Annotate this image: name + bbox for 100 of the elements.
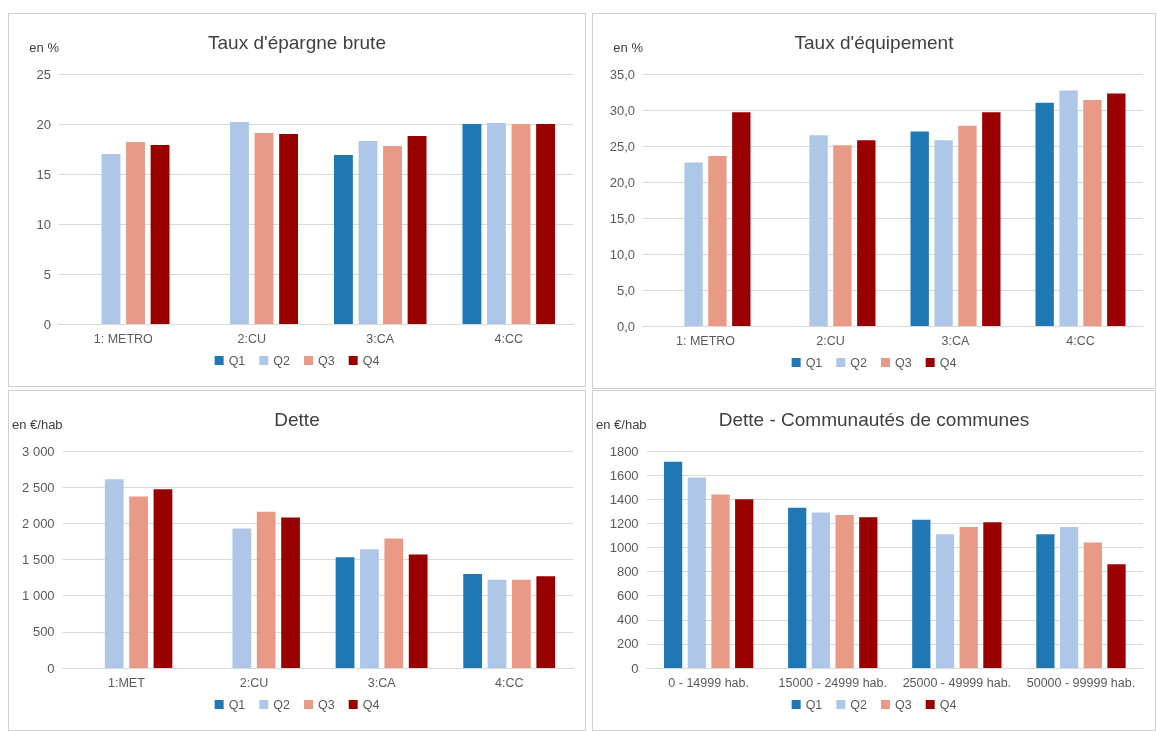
bar: [983, 522, 1002, 668]
bar: [859, 517, 878, 668]
y-tick-label: 500: [32, 624, 55, 640]
bar: [1107, 93, 1126, 326]
bar: [1036, 534, 1055, 668]
legend-label: Q4: [939, 355, 957, 370]
bar: [487, 123, 506, 324]
legend-label: Q2: [273, 353, 291, 368]
bar: [912, 519, 931, 668]
y-tick-label: 2 500: [22, 479, 55, 495]
bar: [281, 517, 300, 668]
bar: [384, 538, 404, 668]
y-tick-label: 25: [36, 66, 51, 82]
y-tick-label: 0,0: [616, 318, 635, 334]
bar: [487, 579, 507, 668]
bar: [934, 140, 953, 326]
legend-label: Q4: [362, 353, 380, 368]
bar: [1059, 526, 1079, 668]
legend-label: Q3: [318, 697, 335, 712]
y-tick-label: 5: [43, 266, 51, 282]
bar: [335, 557, 355, 668]
bar: [232, 528, 252, 668]
bar: [958, 125, 977, 326]
bar: [708, 156, 727, 326]
chart-title: Taux d'épargne brute: [208, 32, 386, 53]
bar: [407, 136, 427, 324]
bar: [735, 499, 754, 668]
legend-label: Q1: [805, 355, 823, 370]
bar: [333, 155, 353, 324]
x-tick-label: 1: METRO: [93, 331, 154, 346]
x-tick-label: 2:CU: [816, 333, 845, 348]
y-tick-label: 400: [616, 612, 639, 628]
bar: [788, 507, 807, 668]
bar: [512, 579, 531, 668]
y-tick-label: 10: [36, 216, 51, 232]
legend-label: Q2: [273, 697, 291, 712]
bar: [129, 496, 148, 668]
bar: [809, 135, 828, 326]
bar: [1083, 542, 1102, 668]
y-tick-label: 25,0: [609, 138, 635, 154]
bar: [408, 554, 428, 668]
bar: [463, 573, 483, 668]
bar: [1107, 564, 1126, 668]
bar: [687, 477, 706, 668]
y-axis-title: en %: [29, 40, 60, 55]
bar: [230, 122, 249, 324]
y-tick-label: 3 000: [22, 443, 55, 459]
bar: [935, 534, 955, 668]
legend-label: Q1: [228, 697, 246, 712]
x-tick-label: 3:CA: [941, 333, 971, 348]
bar: [959, 526, 978, 668]
y-tick-label: 10,0: [609, 246, 635, 262]
x-tick-label: 25000 - 49999 hab.: [902, 675, 1012, 690]
y-tick-label: 2 000: [22, 515, 55, 531]
y-tick-label: 1800: [609, 443, 639, 459]
bar: [1083, 99, 1102, 326]
bar: [732, 112, 751, 326]
y-tick-label: 30,0: [609, 102, 635, 118]
bar: [256, 511, 276, 668]
legend-label: Q4: [939, 697, 957, 712]
legend-label: Q3: [895, 355, 912, 370]
bar: [536, 576, 556, 668]
bar: [383, 146, 402, 324]
legend-label: Q3: [895, 697, 912, 712]
y-tick-label: 0: [631, 660, 639, 676]
bar: [1035, 102, 1054, 326]
bar: [358, 141, 378, 324]
x-tick-label: 0 - 14999 hab.: [668, 675, 749, 690]
y-tick-label: 800: [616, 564, 639, 580]
y-tick-label: 15: [36, 166, 51, 182]
x-tick-label: 1:MET: [108, 675, 146, 690]
y-tick-label: 1200: [609, 515, 639, 531]
legend-label: Q2: [850, 355, 868, 370]
x-tick-label: 4:CC: [494, 675, 524, 690]
y-tick-label: 20: [36, 116, 51, 132]
bar: [254, 133, 274, 324]
bar: [982, 112, 1001, 326]
bar: [910, 131, 929, 326]
y-tick-label: 1 500: [22, 552, 55, 567]
x-tick-label: 1: METRO: [675, 333, 736, 348]
y-tick-label: 1 000: [22, 588, 55, 604]
bar: [153, 489, 173, 668]
bar: [279, 134, 299, 324]
legend-label: Q1: [805, 697, 823, 712]
y-tick-label: 0: [47, 660, 55, 676]
bar: [126, 142, 145, 324]
x-tick-label: 3:CA: [367, 675, 397, 690]
bar: [104, 479, 124, 668]
y-tick-label: 200: [616, 636, 639, 652]
bar: [150, 145, 170, 324]
bar: [833, 145, 852, 326]
x-tick-label: 4:CC: [1066, 333, 1095, 348]
y-axis-title: en %: [613, 40, 644, 55]
bar: [711, 494, 730, 668]
y-axis-title: en €/hab: [595, 417, 647, 432]
chart-title: Dette - Communautés de communes: [718, 409, 1030, 430]
chart-title: Dette: [274, 409, 320, 430]
bar: [101, 154, 121, 324]
legend-label: Q3: [318, 353, 335, 368]
bar: [684, 162, 703, 326]
